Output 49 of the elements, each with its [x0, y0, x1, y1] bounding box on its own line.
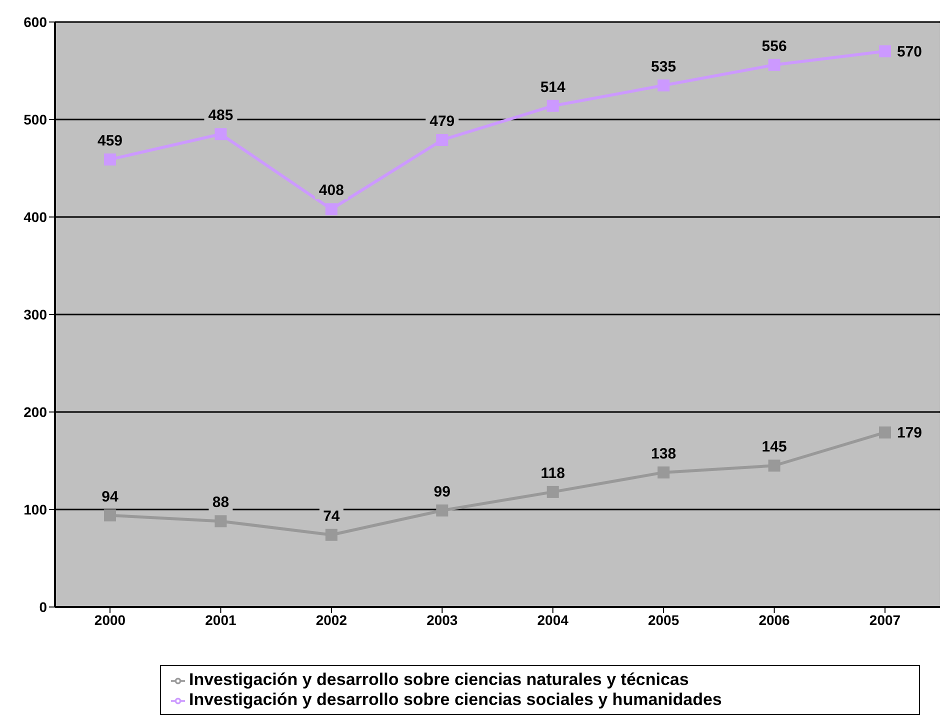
y-tick-label: 400: [24, 208, 48, 225]
x-tick-label: 2005: [648, 612, 680, 628]
y-tick-label: 600: [24, 14, 48, 30]
y-tick-label: 500: [24, 111, 48, 128]
x-tick-label: 2004: [537, 612, 569, 628]
point: [325, 203, 338, 216]
data-label: 88: [212, 494, 230, 512]
x-tick-label: 2003: [426, 612, 458, 628]
data-label: 138: [651, 445, 676, 462]
data-label: 556: [762, 38, 787, 55]
legend-label: Investigación y desarrollo sobre ciencias sociales y humanidades: [189, 690, 722, 709]
y-tick-label: 100: [24, 501, 48, 518]
data-label: 145: [762, 438, 787, 456]
data-label: 99: [434, 483, 450, 500]
point: [104, 153, 116, 166]
data-label: 535: [651, 58, 676, 76]
point: [214, 128, 227, 140]
point: [214, 515, 227, 528]
data-label: 570: [897, 43, 922, 60]
data-label: 179: [897, 424, 922, 442]
point: [879, 426, 891, 438]
data-label: 459: [97, 132, 123, 150]
point: [658, 466, 670, 478]
y-tick-label: 200: [24, 404, 48, 420]
point: [104, 509, 116, 522]
point: [546, 486, 559, 498]
data-label: 514: [540, 78, 566, 96]
point: [768, 58, 780, 71]
point: [768, 460, 780, 472]
data-label: 485: [208, 107, 234, 124]
data-label: 118: [540, 464, 565, 482]
point: [436, 134, 448, 146]
x-tick-label: 2007: [869, 612, 901, 628]
point: [879, 45, 891, 58]
x-tick-label: 2000: [94, 612, 126, 628]
data-label: 74: [323, 508, 340, 525]
point: [658, 79, 670, 92]
point: [546, 100, 559, 112]
legend-label: Investigación y desarrollo sobre ciencias naturales y técnicas: [189, 670, 689, 689]
x-tick-label: 2002: [316, 612, 348, 628]
point: [436, 504, 448, 516]
y-tick-label: 300: [24, 306, 48, 322]
data-label: 479: [430, 112, 455, 130]
point: [325, 528, 338, 541]
x-tick-label: 2006: [758, 612, 790, 628]
data-label: 408: [318, 182, 344, 200]
y-tick-label: 0: [39, 598, 48, 615]
x-tick-label: 2001: [205, 612, 236, 628]
data-label: 94: [102, 488, 119, 506]
